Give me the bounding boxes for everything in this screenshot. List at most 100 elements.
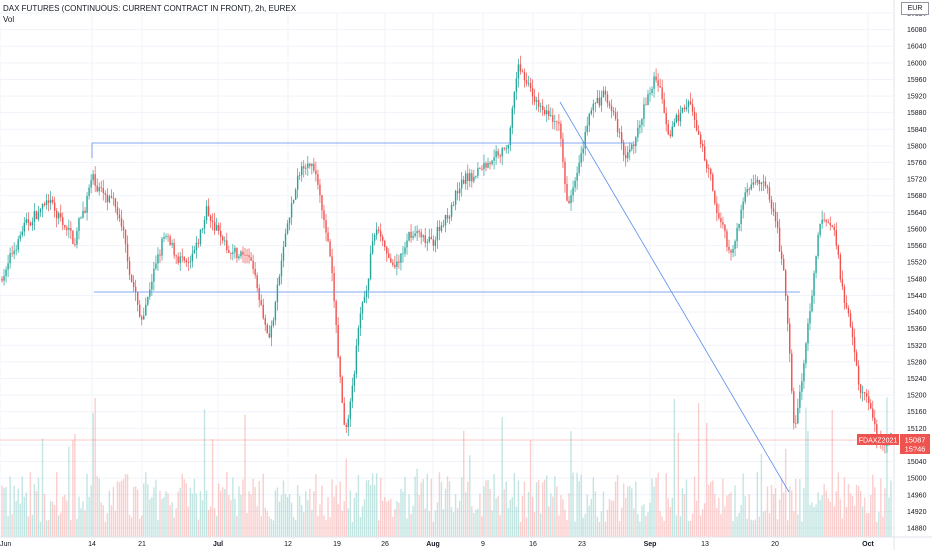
candle-body [448, 216, 451, 219]
candle-body [19, 235, 21, 240]
candle-body [754, 182, 757, 184]
volume-bar [671, 497, 673, 537]
volume-bar [469, 455, 471, 537]
volume-bar [250, 494, 252, 537]
volume-bars [1, 397, 892, 537]
volume-bar [434, 510, 437, 537]
chart-title[interactable]: DAX FUTURES (CONTINUOUS: CURRENT CONTRAC… [3, 4, 297, 13]
descending-trend-line[interactable] [559, 101, 790, 493]
volume-bar [594, 491, 597, 537]
candle-body [651, 88, 653, 93]
candle-body [250, 257, 252, 261]
volume-bar [234, 498, 236, 537]
volume-bar [890, 480, 892, 537]
volume-label[interactable]: Vol [3, 15, 15, 24]
volume-bar [384, 497, 386, 537]
volume-bar [546, 475, 548, 537]
candle-body [159, 254, 161, 256]
volume-bar [509, 499, 511, 537]
volume-bar [205, 490, 208, 537]
volume-bar [835, 491, 838, 537]
candle-body [323, 210, 325, 221]
candle-body [665, 112, 667, 125]
volume-bar [537, 479, 540, 537]
candle-body [774, 211, 777, 222]
volume-bar [535, 482, 538, 537]
candle-body [266, 324, 268, 334]
candle-body [398, 261, 400, 263]
candle-body [181, 256, 183, 258]
candle-body [697, 130, 700, 135]
time-axis[interactable]: Jun 14 21 Jul 12 19 26 Aug 9 16 23 Sep 13 20 Oct [0, 541, 875, 548]
volume-bar [167, 493, 169, 537]
candle-body [809, 311, 811, 324]
candle-body [677, 115, 680, 122]
volume-bar [345, 458, 347, 537]
candle-body [84, 210, 86, 213]
candle-body [452, 204, 455, 206]
candle-body [637, 127, 639, 138]
candle-body [835, 230, 838, 246]
volume-bar [878, 511, 880, 537]
candle-body [732, 248, 734, 253]
volume-bar [566, 520, 568, 537]
candle-body [155, 263, 157, 269]
volume-bar [102, 505, 104, 537]
time-axis-label: 20 [771, 541, 779, 548]
candle-body [139, 304, 141, 317]
volume-bar [236, 516, 238, 537]
candle-body [855, 352, 858, 366]
price-axis-label: 15000 [907, 476, 927, 483]
volume-bar [100, 502, 102, 537]
candle-body [493, 157, 495, 161]
candle-body [813, 272, 815, 296]
candle-body [163, 237, 165, 239]
candle-body [27, 219, 30, 223]
candle-body [94, 174, 96, 186]
candle-body [699, 134, 702, 144]
candle-body [402, 253, 404, 255]
candle-body [11, 253, 13, 255]
volume-bar [505, 481, 507, 537]
candle-body [598, 97, 601, 106]
candle-body [280, 260, 283, 277]
volume-bar [189, 487, 192, 537]
drawing-lines[interactable] [0, 101, 892, 493]
volume-bar [23, 496, 25, 537]
volume-bar [870, 494, 872, 537]
candle-body [762, 181, 765, 183]
price-axis-label: 15320 [907, 343, 927, 350]
price-axis-label: 15800 [907, 143, 927, 150]
candle-body [612, 110, 615, 113]
volume-bar [475, 509, 477, 537]
time-axis-label: Aug [426, 541, 440, 548]
volume-bar [21, 476, 23, 537]
candle-body [238, 256, 240, 259]
volume-bar [584, 513, 586, 537]
candle-body [128, 261, 131, 275]
volume-bar [244, 414, 246, 537]
volume-bar [7, 515, 9, 537]
volume-bar [669, 507, 671, 537]
volume-bar [521, 495, 524, 537]
candle-body [35, 211, 38, 220]
candle-body [847, 307, 850, 314]
price-axis-label: 15680 [907, 193, 927, 200]
candle-body [600, 97, 603, 106]
candle-body [7, 263, 9, 270]
volume-bar [519, 521, 522, 537]
volume-bar [428, 511, 430, 537]
candle-body [388, 253, 390, 259]
volume-bar [68, 446, 70, 537]
volume-bar [467, 481, 469, 537]
currency-label[interactable]: EUR [901, 2, 929, 15]
candle-body [288, 217, 291, 224]
volume-bar [122, 479, 125, 537]
volume-bar [209, 506, 212, 537]
candle-body [831, 225, 833, 227]
candle-body [645, 104, 647, 106]
volume-bar [803, 487, 805, 537]
candle-body [710, 168, 712, 175]
